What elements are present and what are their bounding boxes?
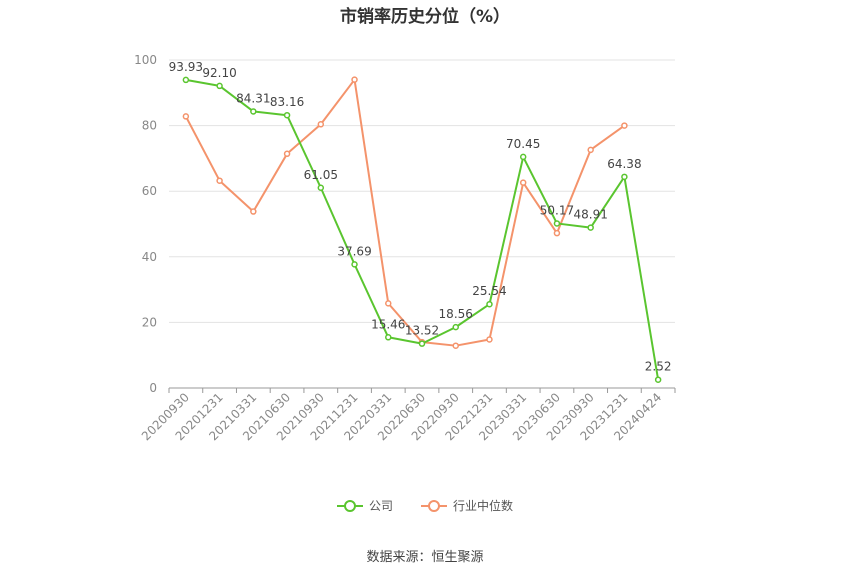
data-label: 18.56 xyxy=(439,307,473,321)
legend: 公司 行业中位数 xyxy=(0,497,850,514)
y-tick-label: 0 xyxy=(149,381,157,395)
point-company xyxy=(519,153,527,161)
point-company xyxy=(587,224,594,231)
point-industry-median xyxy=(216,177,223,184)
point-company xyxy=(182,76,190,84)
data-label: 93.93 xyxy=(169,60,203,74)
point-company xyxy=(654,376,662,383)
data-label: 61.05 xyxy=(304,168,338,182)
data-label: 92.10 xyxy=(202,66,236,80)
legend-label-company: 公司 xyxy=(368,499,393,513)
legend-swatch-company xyxy=(336,499,363,513)
y-tick-label: 60 xyxy=(142,184,157,198)
data-label: 2.52 xyxy=(645,360,672,374)
source-note: 数据来源：恒生聚源 xyxy=(366,550,484,565)
data-label: 37.69 xyxy=(337,244,371,258)
point-company xyxy=(216,82,223,90)
legend-label-industry-median: 行业中位数 xyxy=(453,499,514,513)
point-industry-median xyxy=(182,113,190,120)
data-label: 50.17 xyxy=(540,203,574,217)
y-tick-label: 100 xyxy=(134,53,157,67)
point-industry-median xyxy=(351,76,358,83)
series-lines xyxy=(182,76,662,383)
point-industry-median xyxy=(452,342,459,349)
data-label: 70.45 xyxy=(506,137,540,151)
legend-swatch-industry-median xyxy=(421,499,447,513)
y-tick-label: 20 xyxy=(142,315,157,329)
data-label: 84.31 xyxy=(236,91,270,105)
point-company xyxy=(621,173,628,181)
point-company xyxy=(250,108,257,115)
point-company xyxy=(385,334,392,341)
point-company xyxy=(317,184,325,192)
point-industry-median xyxy=(317,121,325,128)
point-industry-median xyxy=(283,150,291,158)
grid-lines xyxy=(169,59,675,323)
point-industry-median xyxy=(621,122,628,129)
point-industry-median xyxy=(553,229,561,237)
data-label: 25.54 xyxy=(472,284,506,298)
chart-title: 市销率历史分位（%） xyxy=(339,7,511,27)
legend-item-company[interactable]: 公司 xyxy=(336,497,393,514)
point-company xyxy=(283,111,291,119)
point-company xyxy=(452,323,459,331)
legend-item-industry-median[interactable]: 行业中位数 xyxy=(421,497,513,514)
point-industry-median xyxy=(250,208,257,215)
axes: 0204060801002020093020201231202103312021… xyxy=(134,53,676,443)
series-line-industry-median xyxy=(184,78,625,347)
point-company xyxy=(351,261,358,268)
y-tick-label: 80 xyxy=(142,119,157,133)
data-label: 83.16 xyxy=(270,95,304,109)
point-industry-median xyxy=(519,179,527,186)
point-industry-median xyxy=(587,146,594,154)
data-label: 13.52 xyxy=(405,324,439,338)
point-industry-median xyxy=(486,336,493,343)
point-company xyxy=(418,340,426,347)
data-label: 15.46 xyxy=(371,317,405,331)
point-industry-median xyxy=(385,300,392,307)
point-company xyxy=(486,300,493,308)
data-label: 64.38 xyxy=(607,157,641,171)
y-tick-label: 40 xyxy=(142,250,157,264)
point-company xyxy=(553,220,561,227)
data-label: 48.91 xyxy=(573,208,607,222)
